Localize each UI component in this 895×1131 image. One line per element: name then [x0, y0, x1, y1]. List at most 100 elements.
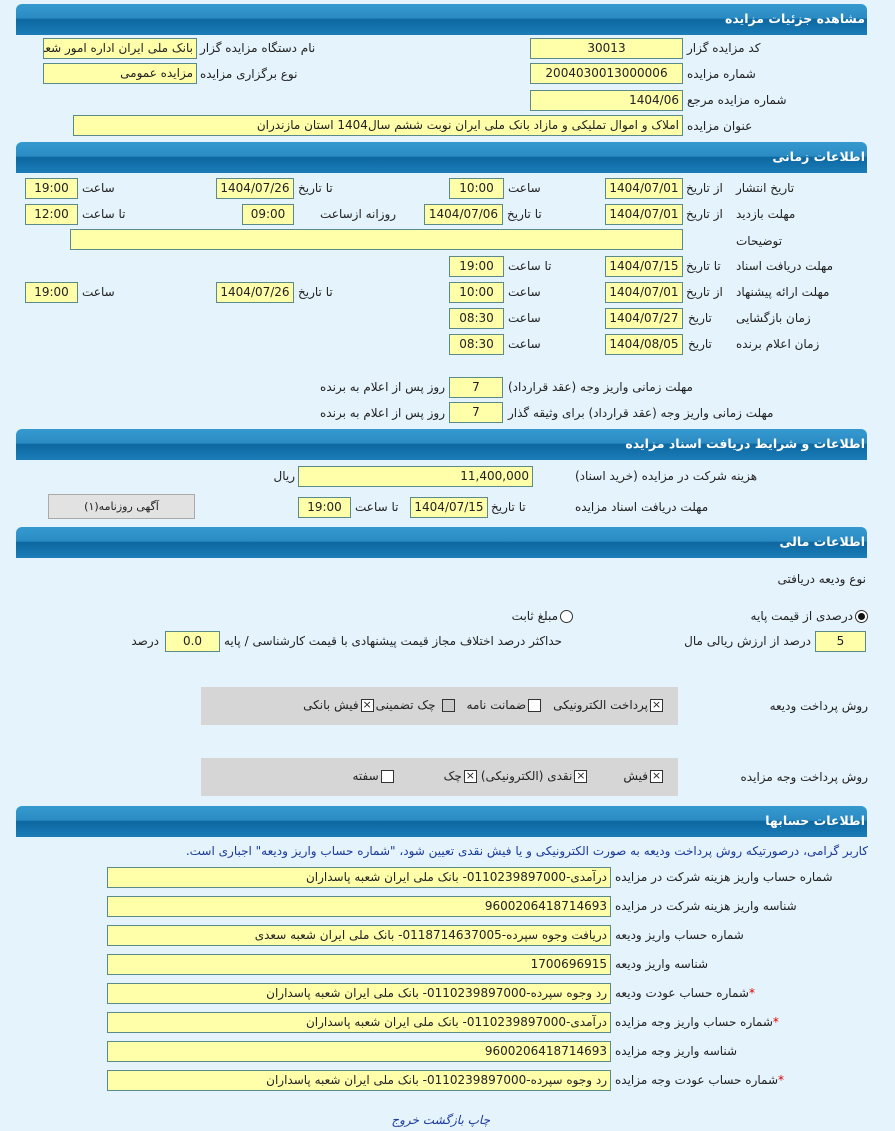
radio-button-icon[interactable]	[560, 610, 573, 623]
radio-percent[interactable]: درصدی از قیمت پایه	[751, 609, 868, 624]
to-date-label: تا تاریخ	[298, 285, 333, 299]
account-row-value: رد وجوه سپرده-0110239897000- بانک ملی ای…	[107, 983, 611, 1004]
type-label: نوع برگزاری مزایده	[200, 67, 298, 81]
radio-button-icon[interactable]	[855, 610, 868, 623]
winner-date: 1404/08/05	[605, 334, 683, 355]
payment-method-label: روش پرداخت وجه مزایده	[740, 770, 868, 784]
required-marker: *	[772, 1015, 779, 1029]
deposit-methods-row: ×پرداخت الکترونیکی ضمانت نامه چک تضمینی …	[303, 698, 663, 713]
account-row-label: *شماره حساب عودت ودیعه	[615, 986, 755, 1001]
deposit-method-bank-slip[interactable]: ×فیش بانکی	[303, 698, 374, 713]
doc-receipt-time: 19:00	[449, 256, 504, 277]
visit-to-date: 1404/07/06	[424, 204, 503, 225]
deposit-method-electronic[interactable]: ×پرداخت الکترونیکی	[553, 698, 663, 713]
account-row-label: شماره حساب واریز ودیعه	[615, 928, 744, 943]
time-label: ساعت	[82, 181, 115, 195]
from-date-label: از تاریخ	[686, 181, 723, 195]
publish-label: تاریخ انتشار	[736, 181, 795, 195]
date-label: تاریخ	[688, 311, 712, 325]
time-label: ساعت	[508, 181, 541, 195]
account-label-text: شماره حساب عودت وجه مزایده	[615, 1073, 779, 1087]
account-row-value: 9600206418714693	[107, 896, 611, 917]
section-title: اطلاعات و شرایط دریافت اسناد مزایده	[625, 436, 865, 451]
checkbox-checked-icon[interactable]: ×	[463, 769, 477, 783]
radio-fixed[interactable]: مبلغ ثابت	[512, 609, 573, 624]
section-title: اطلاعات مالی	[779, 534, 865, 549]
publish-from-date: 1404/07/01	[605, 178, 683, 199]
deposit-method-check[interactable]: چک تضمینی	[376, 698, 455, 713]
org-label: نام دستگاه مزایده گزار	[200, 41, 316, 55]
footer-links: چاپ بازگشت خروج	[391, 1113, 490, 1128]
checkbox-label: چک	[443, 769, 462, 783]
account-row-label: شماره حساب واریز هزینه شرکت در مزایده	[615, 870, 833, 885]
payment-method-check[interactable]: ×چک	[444, 769, 477, 784]
section-header-documents: اطلاعات و شرایط دریافت اسناد مزایده	[16, 429, 867, 460]
deposit-type-label: نوع ودیعه دریافتی	[777, 572, 866, 586]
payment-methods-row: ×فیش ×نقدی (الکترونیکی) ×چک سفته	[352, 769, 663, 784]
doc-receipt-label: مهلت دریافت اسناد	[736, 259, 834, 273]
time-label: ساعت	[508, 337, 541, 351]
max-diff-field: 0.0	[165, 631, 220, 652]
print-link[interactable]: چاپ	[467, 1113, 490, 1127]
bid-from-time: 10:00	[449, 282, 504, 303]
account-row-value: دریافت وجوه سپرده-0118714637005- بانک مل…	[107, 925, 611, 946]
visit-to-time: 12:00	[25, 204, 78, 225]
deposit-method-label: روش پرداخت ودیعه	[769, 699, 868, 713]
exit-link[interactable]: خروج	[391, 1113, 419, 1127]
payment-deadline-days: 7	[449, 377, 503, 398]
payment-method-slip[interactable]: ×فیش	[623, 769, 663, 784]
time-label: ساعت	[508, 285, 541, 299]
collateral-deadline-days: 7	[449, 402, 503, 423]
percent-label: درصد از ارزش ریالی مال	[684, 634, 811, 648]
visit-daily-from: 09:00	[242, 204, 294, 225]
bid-label: مهلت ارائه پیشنهاد	[736, 285, 830, 299]
doc-deadline-time: 19:00	[298, 497, 351, 518]
checkbox-checked-icon[interactable]: ×	[574, 769, 588, 783]
checkbox-label: ضمانت نامه	[466, 698, 527, 712]
winner-label: زمان اعلام برنده	[736, 337, 820, 351]
title-field: املاک و اموال تملیکی و مازاد بانک ملی ای…	[73, 115, 683, 136]
to-date-label: تا تاریخ	[686, 259, 721, 273]
checkbox-checked-icon[interactable]: ×	[650, 769, 663, 783]
account-row-value: 1700696915	[107, 954, 611, 975]
account-row-label: شناسه واریز ودیعه	[615, 957, 708, 972]
checkbox-checked-icon[interactable]: ×	[650, 698, 663, 712]
winner-time: 08:30	[449, 334, 504, 355]
account-label-text: شماره حساب واریز هزینه شرکت در مزایده	[615, 870, 833, 884]
deposit-method-guarantee[interactable]: ضمانت نامه	[467, 698, 542, 713]
account-label-text: شناسه واریز وجه مزایده	[615, 1044, 738, 1058]
checkbox-unchecked-icon[interactable]	[528, 699, 542, 712]
section-title: اطلاعات حسابها	[765, 813, 865, 828]
account-row-label: *شماره حساب واریز وجه مزایده	[615, 1015, 779, 1030]
checkbox-label: سفته	[352, 769, 379, 783]
deposit-methods-panel: ×پرداخت الکترونیکی ضمانت نامه چک تضمینی …	[201, 687, 678, 725]
section-header-timing: اطلاعات زمانی	[16, 142, 867, 173]
from-date-label: از تاریخ	[686, 285, 723, 299]
doc-receipt-date: 1404/07/15	[605, 256, 683, 277]
checkbox-disabled-icon[interactable]	[441, 699, 455, 712]
to-date-label: تا تاریخ	[298, 181, 333, 195]
account-row-value: درآمدی-0110239897000- بانک ملی ایران شعب…	[107, 1012, 611, 1033]
payment-method-promissory[interactable]: سفته	[352, 769, 394, 784]
payment-method-cash[interactable]: ×نقدی (الکترونیکی)	[481, 769, 588, 784]
time-label: ساعت	[508, 311, 541, 325]
payment-methods-panel: ×فیش ×نقدی (الکترونیکی) ×چک سفته	[201, 758, 678, 796]
checkbox-unchecked-icon[interactable]	[380, 770, 394, 783]
to-time-label: تا ساعت	[82, 207, 126, 221]
publish-from-time: 10:00	[449, 178, 504, 199]
payment-deadline-label: مهلت زمانی واریز وجه (عقد قرارداد)	[508, 380, 693, 394]
payment-deadline-suffix: روز پس از اعلام به برنده	[320, 380, 445, 394]
account-label-text: شماره حساب عودت ودیعه	[615, 986, 749, 1000]
checkbox-checked-icon[interactable]: ×	[360, 698, 374, 712]
back-link[interactable]: بازگشت	[422, 1113, 464, 1127]
percent-field: 5	[815, 631, 866, 652]
account-row-label: شناسه واریز وجه مزایده	[615, 1044, 737, 1059]
fee-label: هزینه شرکت در مزایده (خرید اسناد)	[575, 469, 758, 483]
newspaper-ad-button[interactable]: آگهی روزنامه(۱)	[48, 494, 195, 519]
account-label-text: شناسه واریز ودیعه	[615, 957, 709, 971]
opening-label: زمان بازگشایی	[736, 311, 811, 325]
from-date-label: از تاریخ	[686, 207, 723, 221]
currency-label: ریال	[273, 469, 295, 483]
to-time-label: تا ساعت	[355, 500, 399, 514]
doc-deadline-date: 1404/07/15	[410, 497, 488, 518]
